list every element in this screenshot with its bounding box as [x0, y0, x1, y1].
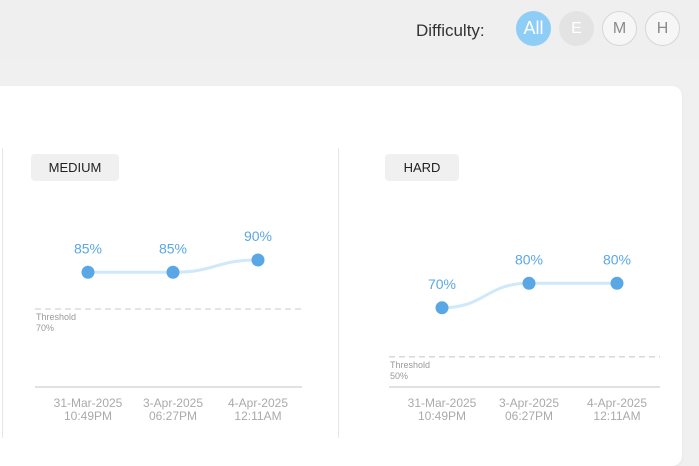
medium-threshold-value: 70%: [36, 323, 54, 333]
medium-threshold-label: Threshold: [36, 312, 76, 322]
medium-tick-label: 4-Apr-2025: [228, 396, 288, 410]
medium-data-point: [251, 253, 265, 267]
hard-value-label: 80%: [603, 251, 631, 267]
hard-tick-label: 3-Apr-2025: [499, 396, 559, 410]
filter-bar: Difficulty: All E M H: [0, 0, 699, 58]
hard-tick-label: 10:49PM: [418, 409, 466, 423]
medium-tick-label: 06:27PM: [149, 409, 197, 423]
medium-tick-label: 12:11AM: [234, 409, 281, 423]
hard-tick-label: 12:11AM: [593, 409, 640, 423]
hard-data-point: [435, 301, 449, 315]
medium-tick-label: 10:49PM: [64, 409, 112, 423]
hard-data-point: [610, 276, 624, 290]
hard-chart-title: HARD: [385, 154, 459, 181]
hard-tick-label: 4-Apr-2025: [587, 396, 647, 410]
medium-tick-label: 3-Apr-2025: [143, 396, 203, 410]
difficulty-easy-button[interactable]: E: [559, 11, 594, 46]
medium-value-label: 85%: [74, 240, 102, 256]
medium-value-label: 85%: [159, 240, 187, 256]
difficulty-hard-button[interactable]: H: [645, 11, 680, 46]
difficulty-medium-button[interactable]: M: [602, 11, 637, 46]
hard-tick-label: 06:27PM: [505, 409, 553, 423]
medium-data-point: [81, 265, 95, 279]
hard-value-label: 80%: [515, 251, 543, 267]
hard-tick-label: 31-Mar-2025: [408, 396, 477, 410]
panel-divider-left: [2, 148, 3, 438]
hard-threshold-label: Threshold: [390, 360, 430, 370]
medium-data-point: [166, 265, 180, 279]
hard-value-label: 70%: [428, 276, 456, 292]
difficulty-label: Difficulty:: [416, 21, 485, 40]
hard-threshold-value: 50%: [390, 371, 408, 381]
hard-data-point: [522, 276, 536, 290]
medium-chart-title: MEDIUM: [31, 154, 119, 181]
panel-divider-middle: [338, 148, 339, 438]
difficulty-all-button[interactable]: All: [516, 11, 551, 46]
medium-tick-label: 31-Mar-2025: [54, 396, 123, 410]
performance-card: [0, 86, 682, 466]
medium-value-label: 90%: [244, 228, 272, 244]
